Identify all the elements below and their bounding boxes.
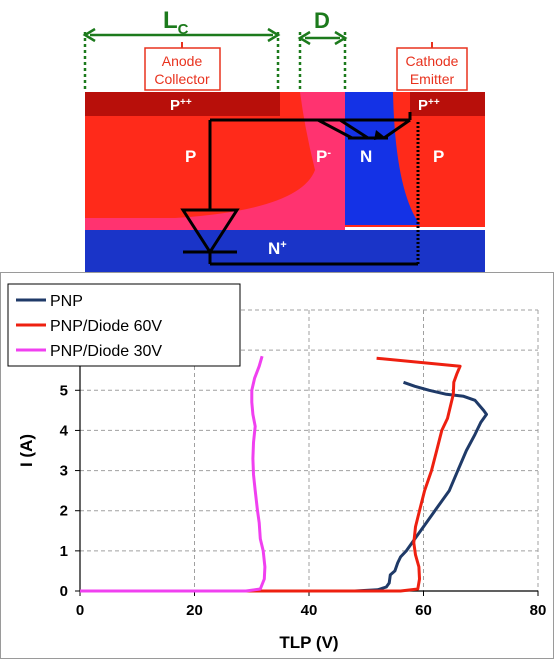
n-region (345, 92, 420, 225)
legend-label: PNP/Diode 30V (50, 343, 162, 360)
svg-text:Collector: Collector (154, 71, 210, 87)
svg-text:Cathode: Cathode (406, 53, 459, 69)
region-label-p-plus-plus-right: P++ (418, 97, 440, 114)
svg-text:Emitter: Emitter (410, 71, 455, 87)
y-tick-label: 2 (60, 503, 68, 520)
legend-label: PNP/Diode 60V (50, 318, 162, 335)
device-cross-section-diagram: LC D Anode Collector Cathode Emitter P++… (82, 7, 485, 272)
p-minus-region (175, 92, 345, 230)
y-tick-label: 5 (60, 382, 68, 399)
anode-collector-label: Anode Collector (144, 42, 221, 91)
x-tick-label: 0 (76, 602, 84, 619)
series-line-2 (80, 356, 462, 593)
y-tick-label: 0 (60, 583, 68, 600)
x-tick-label: 40 (301, 602, 318, 619)
dimension-lc (82, 27, 281, 92)
bjt-emitter-arrow (374, 130, 386, 140)
cathode-emitter-label: Cathode Emitter (396, 42, 468, 91)
x-tick-label: 80 (530, 602, 547, 619)
region-label-n: N (360, 147, 372, 166)
y-tick-label: 4 (60, 422, 69, 439)
legend-box (7, 283, 241, 367)
series-line-1 (80, 380, 488, 593)
p-plus-plus-left-contact (85, 92, 280, 116)
region-label-p-minus: P- (316, 147, 331, 166)
svg-text:Anode: Anode (162, 53, 203, 69)
n-plus-buried-layer (85, 230, 485, 272)
x-tick-label: 20 (186, 602, 203, 619)
x-tick-label: 60 (415, 602, 432, 619)
region-label-p-left: P (185, 147, 196, 166)
p-plus-plus-right-contact (410, 92, 485, 116)
y-tick-label: 1 (60, 543, 68, 560)
y-axis-title: I (A) (17, 434, 36, 467)
dimension-d (297, 30, 348, 92)
x-axis-title: TLP (V) (279, 633, 338, 652)
region-label-p-plus-plus-left: P++ (170, 97, 192, 114)
tlp-iv-chart: 02040608001234567TLP (V)I (A) PNPPNP/Dio… (0, 272, 554, 659)
legend-label: PNP (50, 293, 83, 310)
region-label-p-right: P (433, 147, 444, 166)
dimension-d-label: D (314, 8, 330, 33)
dimension-lc-label: LC (163, 7, 189, 38)
p-minus-strip (85, 218, 345, 230)
series-line-3 (80, 355, 267, 593)
region-label-n-plus: N+ (268, 239, 287, 258)
y-tick-label: 3 (60, 463, 68, 480)
